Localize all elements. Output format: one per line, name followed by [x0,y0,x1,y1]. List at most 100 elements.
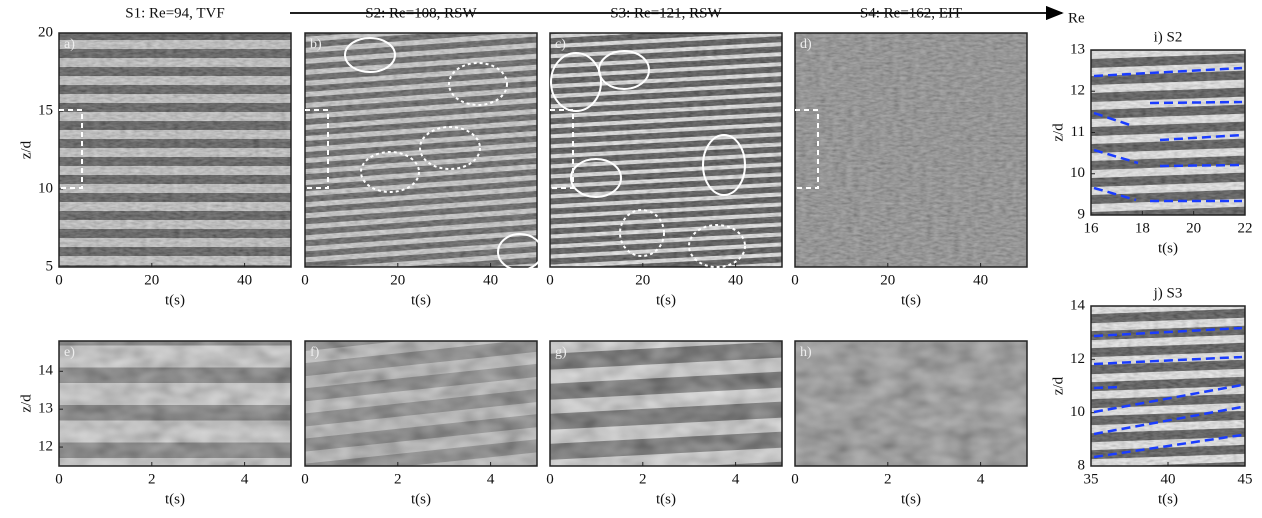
y-tick-label: 12 [38,438,53,454]
x-tick-label: 20 [390,272,405,288]
y-tick-label: 13 [1070,41,1085,57]
y-tick-label: 14 [38,363,54,379]
x-tick-label: 20 [1186,220,1201,236]
panel-frame [549,340,783,467]
panel-texture [550,33,782,267]
panel-title: S1: Re=94, TVF [125,5,224,21]
x-axis-label: t(s) [656,292,676,308]
panel-label: g) [555,345,567,360]
x-tick-label: 40 [728,272,743,288]
panel: 0 2 4 12 13 14 e) t(s) z/d [18,340,292,507]
x-tick-label: 0 [55,471,63,487]
x-tick-label: 40 [973,272,988,288]
panel-texture [795,33,1027,267]
panel: 0 2 4 h) t(s) [791,340,1028,507]
panel-frame [794,32,1028,268]
y-axis-label: z/d [18,394,34,413]
panel: 0 20 40 c) S3: Re=121, RSW t(s) [546,5,783,308]
panel: 0 2 4 f) t(s) [301,340,538,507]
panel-frame [58,340,292,467]
x-tick-label: 0 [55,272,63,288]
x-tick-label: 2 [148,471,156,487]
y-axis-label: z/d [1050,376,1066,395]
panel-label: e) [64,345,75,360]
x-tick-label: 4 [241,471,249,487]
panel-texture [1091,50,1245,215]
x-tick-label: 16 [1084,220,1100,236]
y-axis-label: z/d [18,140,34,159]
panel-frame [304,32,538,268]
x-tick-label: 0 [301,471,309,487]
x-tick-label: 4 [977,471,985,487]
x-tick-label: 18 [1135,220,1150,236]
y-tick-label: 15 [38,102,53,118]
panel-label: d) [800,37,812,52]
panel: 0 2 4 g) t(s) [546,340,783,507]
panel-title: S3: Re=121, RSW [610,5,722,21]
x-tick-label: 40 [1161,471,1176,487]
panel-frame [58,32,292,268]
y-tick-label: 10 [1070,165,1085,181]
x-axis-label: t(s) [1158,491,1178,507]
panel-texture [795,341,1027,466]
panel-label: b) [310,37,322,52]
annotations [59,37,819,271]
x-axis-label: t(s) [1158,240,1178,256]
y-tick-label: 13 [38,401,53,417]
x-tick-label: 22 [1238,220,1253,236]
x-tick-label: 35 [1084,471,1099,487]
y-tick-label: 9 [1078,206,1086,222]
panel-frame [304,340,538,467]
x-tick-label: 4 [732,471,740,487]
x-tick-label: 0 [791,272,799,288]
panel-label: c) [555,37,566,52]
x-tick-label: 2 [639,471,647,487]
x-axis-label: t(s) [901,292,921,308]
x-axis-label: t(s) [411,491,431,507]
y-tick-label: 10 [1070,404,1085,420]
y-tick-label: 12 [1070,351,1085,367]
x-axis-label: t(s) [165,292,185,308]
panel-texture [305,341,537,466]
panel-title: S2: Re=108, RSW [365,5,477,21]
x-tick-label: 45 [1238,471,1253,487]
panel-texture [550,341,782,466]
y-axis-label: z/d [1050,123,1066,142]
y-tick-label: 14 [1070,297,1086,313]
x-tick-label: 0 [301,272,309,288]
panel: 16 18 20 22 9 10 11 12 13 i) S2 t(s) z/d [1050,29,1252,256]
y-tick-label: 11 [1071,124,1085,140]
x-axis-label: t(s) [165,491,185,507]
panel-label: a) [64,37,75,52]
x-axis-label: t(s) [656,491,676,507]
y-tick-label: 5 [46,258,54,274]
panel-label: h) [800,345,812,360]
panel-frame [549,32,783,268]
guide-lines [1093,66,1243,459]
panel-label: f) [310,345,320,360]
x-tick-label: 2 [884,471,892,487]
panel-texture [59,33,291,267]
panel: 0 20 40 d) S4: Re=162, EIT t(s) [791,5,1028,308]
x-tick-label: 2 [394,471,402,487]
x-tick-label: 40 [237,272,252,288]
x-tick-label: 20 [635,272,650,288]
y-tick-label: 10 [38,180,53,196]
panel: 0 20 40 5 10 15 20 a) S1: Re=94, TVF t(s) z/d [18,5,292,308]
x-tick-label: 20 [880,272,895,288]
panel-frame [794,340,1028,467]
panel-texture [59,341,291,466]
y-tick-label: 20 [38,24,53,40]
x-tick-label: 0 [546,471,554,487]
y-tick-label: 12 [1070,83,1085,99]
x-tick-label: 20 [144,272,159,288]
panel-title: i) S2 [1154,29,1183,45]
x-axis-label: t(s) [901,491,921,507]
panel: 35 40 45 8 10 12 14 j) S3 t(s) z/d [1050,285,1252,507]
arrow-label: Re [1068,10,1085,26]
x-tick-label: 4 [487,471,495,487]
x-tick-label: 0 [546,272,554,288]
x-tick-label: 0 [791,471,799,487]
y-tick-label: 8 [1078,457,1086,473]
